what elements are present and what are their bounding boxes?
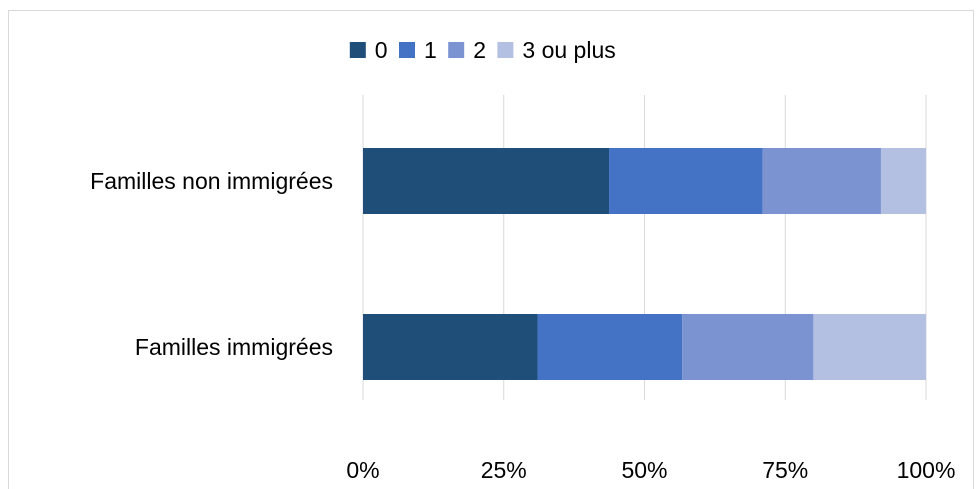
legend: 0 1 2 3 ou plus: [349, 37, 616, 63]
bar-familles-non-immigrees-0: [363, 148, 610, 214]
bar-familles-immigrees-3-ou-plus: [813, 314, 926, 380]
chart-frame: [8, 10, 974, 489]
legend-item-2: 2: [448, 37, 486, 63]
bars: [363, 148, 926, 380]
bar-familles-non-immigrees-1: [609, 148, 763, 214]
legend-swatch: [399, 42, 415, 58]
category-labels: Familles non immigrées Familles immigrées: [90, 168, 333, 360]
legend-swatch: [349, 42, 366, 58]
legend-item-1: 1: [399, 37, 437, 63]
legend-label: 0: [375, 37, 388, 63]
legend-swatch: [448, 42, 465, 58]
bar-familles-non-immigrees-3-ou-plus: [880, 148, 926, 214]
x-tick-label: 50%: [621, 457, 667, 483]
x-axis-tick-labels: 0% 25% 50% 75% 100%: [346, 457, 955, 483]
x-tick-label: 75%: [762, 457, 808, 483]
legend-swatch: [497, 42, 514, 58]
legend-label: 2: [473, 37, 486, 63]
category-label-familles-immigrees: Familles immigrées: [135, 334, 333, 360]
category-label-familles-non-immigrees: Familles non immigrées: [90, 168, 333, 194]
legend-label: 3 ou plus: [522, 37, 615, 63]
legend-item-3-ou-plus: 3 ou plus: [497, 37, 616, 63]
bar-familles-immigrees-0: [363, 314, 538, 380]
bar-familles-non-immigrees-2: [762, 148, 881, 214]
x-tick-label: 0%: [346, 457, 379, 483]
bar-familles-immigrees-2: [682, 314, 814, 380]
x-tick-label: 100%: [897, 457, 956, 483]
x-tick-label: 25%: [481, 457, 527, 483]
bar-familles-immigrees-1: [537, 314, 683, 380]
legend-label: 1: [424, 37, 437, 63]
legend-item-0: 0: [349, 37, 388, 63]
